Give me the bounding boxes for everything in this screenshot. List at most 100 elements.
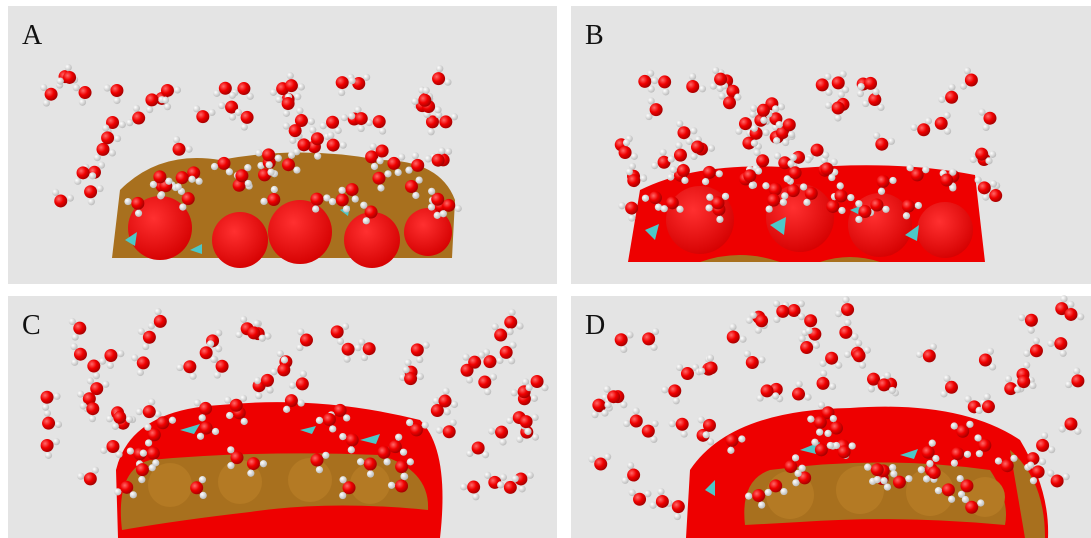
hydrogen xyxy=(266,161,273,168)
hydrogen xyxy=(1067,301,1074,308)
hydrogen xyxy=(889,387,896,394)
hydrogen xyxy=(53,438,60,445)
hydrogen xyxy=(820,370,827,377)
hydrogen xyxy=(179,203,186,210)
hydrogen xyxy=(822,151,829,158)
hydrogen xyxy=(989,151,996,158)
hydrogen xyxy=(289,137,296,144)
hydrogen xyxy=(532,434,539,441)
oxygen xyxy=(1036,439,1049,452)
oxygen xyxy=(681,367,694,380)
oxygen xyxy=(418,94,431,107)
hydrogen xyxy=(74,178,81,185)
oxygen xyxy=(411,159,424,172)
hydrogen xyxy=(152,459,159,466)
hydrogen xyxy=(43,99,50,106)
oxygen xyxy=(767,194,780,207)
oxygen xyxy=(1071,374,1084,387)
hydrogen xyxy=(982,124,989,131)
hydrogen xyxy=(340,142,347,149)
hydrogen xyxy=(755,167,762,174)
hydrogen xyxy=(842,296,849,303)
hydrogen xyxy=(96,185,103,192)
oxygen xyxy=(395,479,408,492)
oxygen xyxy=(625,202,638,215)
hydrogen xyxy=(792,454,799,461)
hydrogen xyxy=(407,458,414,465)
oxygen xyxy=(42,417,55,430)
hydrogen xyxy=(734,94,741,101)
oxygen xyxy=(725,434,738,447)
oxygen xyxy=(504,481,517,494)
hydrogen xyxy=(126,416,133,423)
oxygen xyxy=(743,169,756,182)
hydrogen xyxy=(312,205,319,212)
hydrogen xyxy=(45,452,52,459)
hydrogen xyxy=(762,129,769,136)
oxygen xyxy=(935,117,948,130)
oxygen xyxy=(136,463,149,476)
oxygen xyxy=(928,466,941,479)
oxygen xyxy=(405,180,418,193)
oxygen xyxy=(714,73,727,86)
oxygen xyxy=(173,143,186,156)
hydrogen xyxy=(890,470,897,477)
oxygen xyxy=(84,185,97,198)
hydrogen xyxy=(298,83,305,90)
oxygen xyxy=(285,79,298,92)
hydrogen xyxy=(889,177,896,184)
oxygen xyxy=(658,75,671,88)
hydrogen xyxy=(977,499,984,506)
oxygen xyxy=(804,314,817,327)
hydrogen xyxy=(309,126,316,133)
hydrogen xyxy=(588,456,595,463)
hydrogen xyxy=(772,105,779,112)
hydrogen xyxy=(864,464,871,471)
oxygen xyxy=(979,353,992,366)
oxygen xyxy=(331,325,344,338)
oxygen xyxy=(77,166,90,179)
hydrogen xyxy=(357,458,364,465)
oxygen xyxy=(364,458,377,471)
hydrogen xyxy=(524,428,531,435)
hydrogen xyxy=(425,155,432,162)
oxygen xyxy=(814,416,827,429)
oxygen xyxy=(739,117,752,130)
oxygen xyxy=(1017,375,1030,388)
hydrogen xyxy=(915,202,922,209)
hydrogen xyxy=(935,487,942,494)
hydrogen xyxy=(884,372,891,379)
hydrogen xyxy=(918,466,925,473)
hydrogen xyxy=(395,434,402,441)
oxygen xyxy=(373,115,386,128)
hydrogen xyxy=(805,156,812,163)
hydrogen xyxy=(926,460,933,467)
oxygen xyxy=(277,363,290,376)
hydrogen xyxy=(982,194,989,201)
hydrogen xyxy=(880,477,887,484)
oxygen xyxy=(911,168,924,181)
oxygen xyxy=(504,316,517,329)
hydrogen xyxy=(235,331,242,338)
hydrogen xyxy=(796,380,803,387)
oxygen xyxy=(153,170,166,183)
hydrogen xyxy=(107,362,114,369)
hydrogen xyxy=(412,192,419,199)
oxygen xyxy=(439,395,452,408)
oxygen xyxy=(520,415,533,428)
hydrogen xyxy=(361,354,368,361)
hydrogen xyxy=(244,164,251,171)
hydrogen xyxy=(88,198,95,205)
hydrogen xyxy=(874,476,881,483)
hydrogen xyxy=(460,483,467,490)
hydrogen xyxy=(224,396,231,403)
hydrogen xyxy=(288,152,295,159)
hydrogen xyxy=(53,393,60,400)
hydrogen xyxy=(162,97,169,104)
oxygen xyxy=(230,451,243,464)
hydrogen xyxy=(716,170,723,177)
oxygen xyxy=(705,361,718,374)
oxygen xyxy=(960,479,973,492)
hydrogen xyxy=(212,428,219,435)
hydrogen xyxy=(455,205,462,212)
